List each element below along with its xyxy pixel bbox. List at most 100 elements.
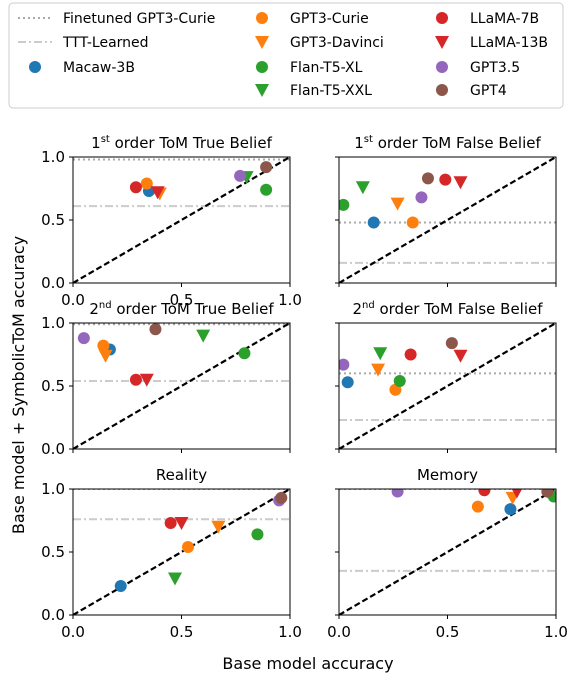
diagonal-line: [339, 323, 556, 449]
point-macaw-3b: [114, 580, 127, 593]
legend: Finetuned GPT3-Curie TTT-Learned Macaw-3B G…: [8, 2, 564, 109]
point-flan-t5-xxl: [196, 329, 211, 343]
panel-title-main: Reality: [156, 466, 207, 484]
point-gpt3-curie: [97, 339, 110, 352]
point-macaw-3b: [367, 216, 380, 229]
legend-entry: GPT3-Davinci: [255, 35, 384, 51]
legend-entry: Macaw-3B: [29, 60, 135, 76]
panel-title: Memory: [417, 466, 478, 484]
point-llama-13b: [453, 176, 468, 190]
legend-label: GPT3-Davinci: [290, 35, 384, 51]
diagonal-line: [73, 323, 290, 449]
legend-label: LLaMA-7B: [470, 11, 539, 27]
point-llama-13b: [139, 373, 154, 387]
panel-title-main: 1: [354, 134, 364, 152]
point-gpt3-5: [415, 191, 428, 204]
panel-6: 0.0 0.5 1.0 Memory: [327, 466, 567, 641]
point-gpt3-curie: [406, 216, 419, 229]
point-gpt4: [421, 172, 434, 185]
panel-title-rest: order ToM True Belief: [112, 300, 275, 318]
point-llama-13b: [511, 489, 523, 499]
point-gpt3-davinci: [211, 520, 226, 534]
y-tick-label: 0.0: [41, 606, 65, 624]
legend-marker: [436, 84, 448, 96]
point-flan-t5-xl: [238, 347, 251, 360]
y-tick-label: 0.0: [41, 440, 65, 458]
y-tick-label: 1.0: [41, 314, 65, 332]
plot-area: [73, 157, 290, 283]
panel-1: 0.0 0.5 1.0 0.0 0.5 1.0 1st order ToM True Bel…: [41, 134, 302, 309]
panel-title-rest: order ToM False Belief: [373, 134, 542, 152]
point-macaw-3b: [341, 376, 354, 389]
panel-title-superscript: nd: [99, 300, 112, 311]
x-tick-label: 0.5: [170, 291, 194, 309]
panel-title-main: 2: [89, 300, 99, 318]
legend-entry: Flan-T5-XL: [256, 60, 363, 76]
point-flan-t5-xxl: [167, 572, 182, 586]
x-tick-label: 0.0: [327, 623, 351, 641]
y-tick-label: 0.5: [41, 377, 65, 395]
legend-label: Macaw-3B: [63, 60, 135, 76]
x-tick-label: 0.5: [170, 623, 194, 641]
point-gpt3-5: [77, 332, 90, 345]
point-llama-7b: [164, 517, 177, 530]
panel-title-superscript: st: [364, 134, 373, 145]
panel-title-rest: order ToM True Belief: [110, 134, 273, 152]
x-axis-label: Base model accuracy: [222, 654, 393, 673]
legend-frame: [8, 2, 564, 109]
diagonal-line: [73, 489, 290, 615]
panel-4: 2nd order ToM False Belief: [335, 300, 557, 453]
y-tick-label: 1.0: [41, 148, 65, 166]
legend-label: GPT4: [470, 83, 507, 99]
point-gpt4: [149, 323, 162, 336]
legend-entry: GPT3.5: [436, 60, 520, 76]
point-gpt4: [260, 161, 273, 174]
plot-area: [73, 489, 290, 615]
panel-title-main: 1: [91, 134, 101, 152]
point-flan-t5-xl: [339, 198, 350, 211]
legend-label: TTT-Learned: [62, 35, 149, 51]
panel-3: 0.0 0.5 1.0 2nd order ToM True Belief: [41, 300, 291, 458]
point-llama-7b: [404, 348, 417, 361]
y-tick-label: 0.5: [41, 211, 65, 229]
point-llama-7b: [129, 373, 142, 386]
panel-2: 1st order ToM False Belief: [335, 134, 557, 287]
x-tick-label: 1.0: [278, 291, 302, 309]
point-gpt3-5: [391, 489, 404, 498]
plot-area: [339, 489, 556, 615]
point-llama-13b: [150, 186, 165, 200]
point-flan-t5-xxl: [355, 181, 370, 195]
point-flan-t5-xl: [260, 183, 273, 196]
x-tick-label: 0.0: [61, 623, 85, 641]
legend-entry: LLaMA-13B: [435, 35, 548, 51]
point-gpt3-curie: [471, 500, 484, 513]
point-gpt3-davinci: [390, 197, 405, 211]
legend-entry: GPT4: [436, 83, 507, 99]
legend-entry: TTT-Learned: [18, 35, 149, 51]
point-llama-7b: [478, 489, 491, 497]
diagonal-line: [339, 489, 556, 615]
legend-marker: [255, 84, 269, 97]
x-tick-label: 0.0: [61, 291, 85, 309]
legend-label: GPT3-Curie: [290, 11, 369, 27]
legend-marker: [255, 36, 269, 49]
y-tick-label: 1.0: [41, 480, 65, 498]
point-gpt3-davinci: [371, 363, 386, 377]
legend-label: LLaMA-13B: [470, 35, 548, 51]
panel-title-main: 2: [352, 300, 362, 318]
legend-entry: LLaMA-7B: [436, 11, 539, 27]
legend-marker: [436, 61, 448, 73]
y-tick-label: 0.0: [41, 274, 65, 292]
panel-5: 0.0 0.5 1.0 0.0 0.5 1.0 Reality: [41, 466, 302, 641]
legend-marker: [256, 61, 268, 73]
point-gpt3-davinci: [98, 349, 113, 363]
panel-title: 2nd order ToM False Belief: [352, 300, 543, 318]
panel-title-main: Memory: [417, 466, 478, 484]
legend-label: Finetuned GPT3-Curie: [63, 11, 215, 27]
x-tick-label: 0.5: [436, 623, 460, 641]
plot-area: [339, 157, 556, 283]
point-flan-t5-xl: [393, 374, 406, 387]
point-gpt3-5: [339, 358, 350, 371]
